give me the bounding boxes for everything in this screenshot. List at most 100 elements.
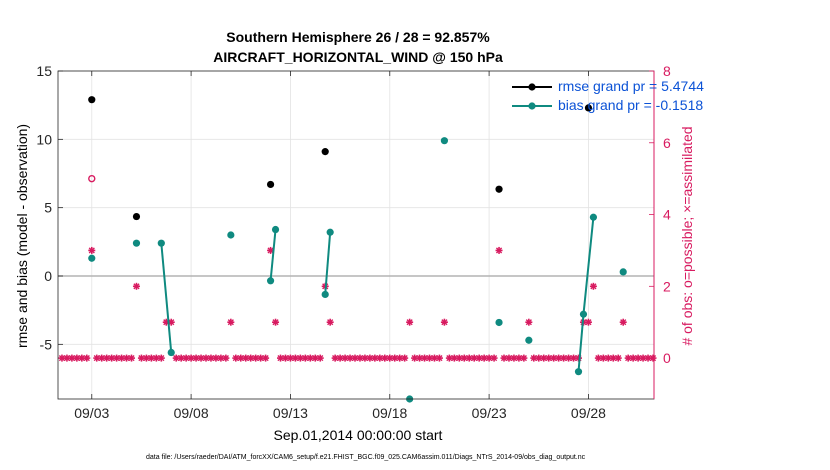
obs-assimilated-zero-marker [68,354,76,362]
obs-assimilated-zero-marker [520,354,528,362]
bias-series [88,137,627,403]
obs-assimilated-zero-marker [316,354,324,362]
y-axis-label-left: rmse and bias (model - observation) [14,124,30,348]
bias-series-point [326,228,334,236]
y-right-tick-label: 4 [663,207,671,223]
bias-series-point [495,318,503,327]
bias-series-point [227,231,235,239]
obs-assimilated-marker [88,246,96,254]
obs-assimilated-zero-marker [426,354,434,362]
obs-assimilated-zero-marker [381,354,389,362]
bias-series-line [269,229,277,281]
obs-assimilated-marker [326,318,334,326]
obs-assimilated-zero-marker [262,354,270,362]
obs-possible-marker [88,174,96,183]
obs-assimilated-zero-marker [187,354,195,362]
obs-assimilated-zero-marker [490,354,498,362]
legend: rmse grand pr = 5.4744 bias grand pr = -0… [512,78,704,113]
obs-assimilated-marker [406,318,414,326]
bias-series-point [574,368,583,376]
obs-assimilated-zero-marker [296,354,304,362]
rmse-series [88,96,593,221]
obs-assimilated-zero-marker [157,354,165,362]
y-left-tick-label: 10 [36,131,52,147]
plot-frame [57,70,655,400]
obs-assimilated-zero-marker [624,354,632,362]
data-file-footnote: data file: /Users/raeder/DAI/ATM_forcXX/… [146,454,586,461]
obs-assimilated-zero-marker [614,354,622,362]
data-series [88,96,627,403]
rmse-series-legend-label: rmse grand pr = 5.4744 [558,78,704,94]
bias-series-point [440,137,449,145]
bias-series-line [577,217,595,372]
chart-title-line2: AIRCRAFT_HORIZONTAL_WIND @ 150 hPa [213,49,503,65]
x-tick-label: 09/23 [472,405,507,421]
x-tick-label: 09/18 [372,405,407,421]
rmse-series-point [495,185,503,193]
obs-assimilated-marker [584,318,592,326]
axis-ticks: 09/03 09/08 09/13 09/18 09/23 09/28 -5 0 5 10 15 0 2… [36,63,671,421]
obs-assimilated-zero-marker [207,354,215,362]
obs-assimilated-zero-marker [128,354,136,362]
obs-assimilated-zero-marker [212,354,220,362]
x-tick-label: 09/08 [174,405,209,421]
y-axis-label-right: # of obs: o=possible; ×=assimilated [679,126,695,345]
rmse-series-legend-marker [528,83,536,91]
bias-series-point [266,277,275,285]
bias-series-point [525,336,533,344]
obs-assimilated-marker [440,318,448,326]
y-right-tick-label: 8 [663,63,671,79]
obs-assimilated-zero-marker [306,354,314,362]
bias-series-legend-label: bias grand pr = -0.1518 [558,97,703,113]
x-axis-label: Sep.01,2014 00:00:00 start [274,427,443,443]
bias-series-legend-marker [528,102,536,110]
chart-title-line1: Southern Hemisphere 26 / 28 = 92.857% [226,29,490,45]
obs-assimilated-zero-marker [93,354,101,362]
rmse-series-point [584,104,593,112]
obs-count-markers [58,174,657,362]
obs-assimilated-zero-marker [435,354,443,362]
y-left-tick-label: 5 [44,200,52,216]
obs-assimilated-marker [272,318,280,326]
obs-assimilated-zero-marker [510,354,518,362]
x-tick-label: 09/13 [273,405,308,421]
obs-assimilated-zero-marker [108,354,116,362]
y-left-tick-label: -5 [40,336,53,352]
obs-assimilated-zero-marker [222,354,230,362]
bias-series-point [88,254,96,262]
obs-assimilated-zero-marker [530,354,538,362]
bias-series-point [167,348,175,357]
y-right-tick-label: 0 [663,350,671,366]
obs-assimilated-marker [132,282,140,290]
obs-assimilated-marker [589,282,597,290]
obs-assimilated-zero-marker [281,354,289,362]
x-tick-label: 09/03 [74,405,109,421]
obs-assimilated-marker [525,318,533,326]
obs-assimilated-zero-marker [351,354,359,362]
obs-assimilated-zero-marker [570,354,578,362]
bias-series-point [321,290,329,299]
bias-series-line [324,232,332,295]
rmse-series-point [132,212,141,221]
obs-assimilated-marker [227,318,235,326]
bias-series-point [589,213,598,221]
gridlines [58,70,654,399]
bias-series-point [132,239,141,247]
bias-series-line [160,243,173,353]
bias-series-point [619,268,627,276]
obs-assimilated-zero-marker [480,354,488,362]
x-tick-label: 09/28 [571,405,606,421]
bias-series-point [579,310,588,318]
obs-assimilated-marker [619,318,627,326]
bias-series-point [271,225,280,234]
y-left-tick-label: 0 [44,268,52,284]
bias-series-point [157,239,165,247]
obs-assimilated-zero-marker [401,354,409,362]
obs-assimilated-zero-marker [311,354,319,362]
y-right-tick-label: 2 [663,278,671,294]
y-left-tick-label: 15 [36,63,52,79]
obs-assimilated-zero-marker [83,354,91,362]
y-right-tick-label: 6 [663,135,671,151]
rmse-series-point [321,148,329,156]
rmse-series-point [266,180,275,189]
